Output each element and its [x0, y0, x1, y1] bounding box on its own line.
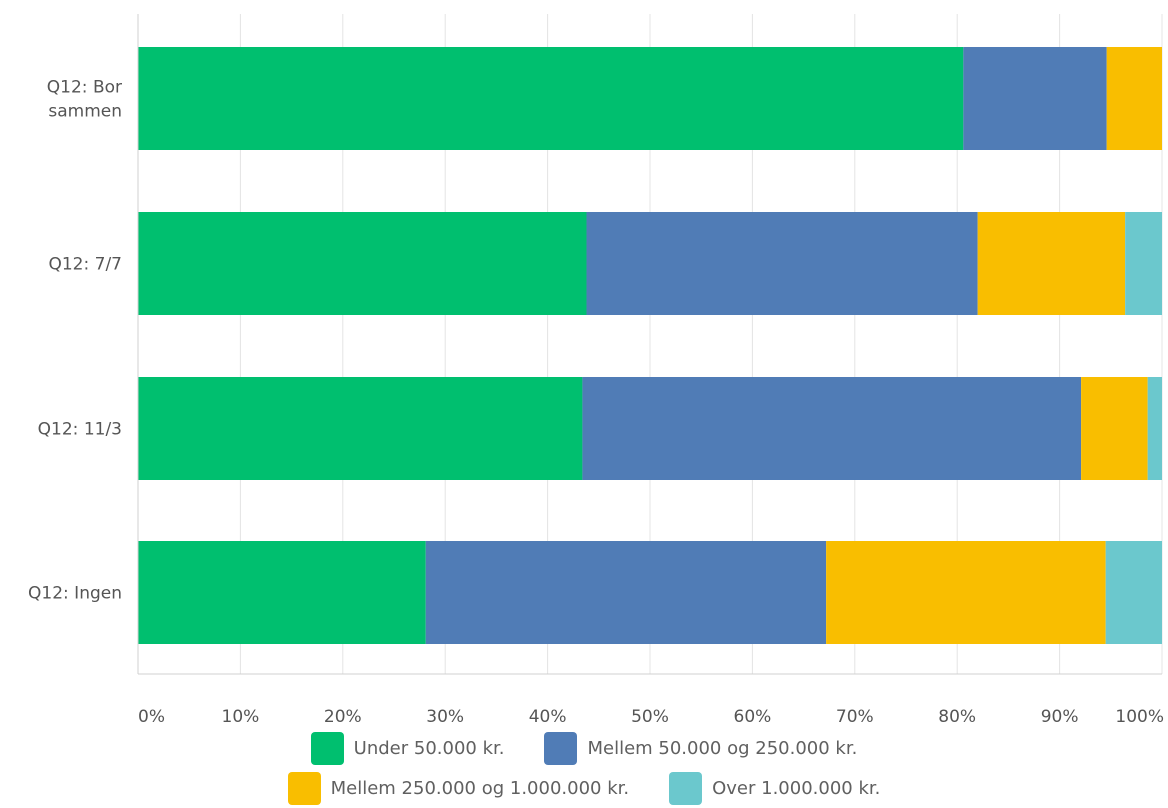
bar-segment [1081, 377, 1148, 480]
bar-segment [1106, 47, 1162, 150]
bar-segment [138, 541, 426, 644]
legend-row-2: Mellem 250.000 og 1.000.000 kr. Over 1.0… [0, 768, 1168, 808]
x-tick-label: 40% [529, 707, 567, 727]
bar-segment [425, 541, 827, 644]
bar-segment [138, 377, 583, 480]
axes [137, 14, 1162, 675]
bar-segment [977, 212, 1126, 315]
x-axis-ticks: 0% 10% 20% 30% 40% 50% 60% 70% 80% 90% 100% [138, 707, 1164, 727]
legend-label: Mellem 50.000 og 250.000 kr. [587, 737, 858, 759]
category-label: Q12: 7/7 [48, 255, 122, 275]
legend-row-1: Under 50.000 kr. Mellem 50.000 og 250.00… [0, 728, 1168, 768]
legend-label: Over 1.000.000 kr. [712, 777, 881, 799]
x-tick-label: 80% [938, 707, 976, 727]
x-tick-label: 90% [1041, 707, 1079, 727]
x-tick-label: 20% [324, 707, 362, 727]
category-label: Q12: Ingen [28, 584, 122, 604]
x-tick-label: 30% [426, 707, 464, 727]
bar-segment [582, 377, 1082, 480]
bar-segment [826, 541, 1106, 644]
stacked-bar-chart: 0% 10% 20% 30% 40% 50% 60% 70% 80% 90% 100% Q12: B… [28, 14, 1164, 727]
x-tick-label: 70% [836, 707, 874, 727]
bars [138, 47, 1162, 644]
legend: Under 50.000 kr. Mellem 50.000 og 250.00… [0, 728, 1168, 808]
category-label: Q12: Bor sammen [47, 78, 122, 122]
legend-item-50000-250000: Mellem 50.000 og 250.000 kr. [544, 731, 858, 765]
bar-segment [138, 212, 587, 315]
legend-swatch [544, 731, 578, 765]
legend-label: Under 50.000 kr. [353, 737, 505, 759]
x-tick-label: 60% [734, 707, 772, 727]
x-tick-label: 0% [138, 707, 165, 727]
category-labels: Q12: Bor sammen Q12: 7/7 Q12: 11/3 Q12: Inge… [28, 78, 122, 604]
legend-label: Mellem 250.000 og 1.000.000 kr. [330, 777, 630, 799]
x-tick-label: 50% [631, 707, 669, 727]
x-tick-label: 10% [222, 707, 260, 727]
bar-segment [586, 212, 978, 315]
legend-swatch [287, 771, 321, 805]
legend-item-under-50000: Under 50.000 kr. [310, 731, 505, 765]
legend-item-250000-1000000: Mellem 250.000 og 1.000.000 kr. [287, 771, 630, 805]
x-tick-label: 100% [1115, 707, 1164, 727]
bar-segment [963, 47, 1107, 150]
bar-segment [1147, 377, 1162, 480]
legend-swatch [669, 771, 703, 805]
bar-segment [138, 47, 964, 150]
category-label: Q12: 11/3 [38, 420, 122, 440]
bar-segment [1125, 212, 1162, 315]
legend-swatch [310, 731, 344, 765]
legend-item-over-1000000: Over 1.000.000 kr. [669, 771, 881, 805]
bar-segment [1105, 541, 1162, 644]
